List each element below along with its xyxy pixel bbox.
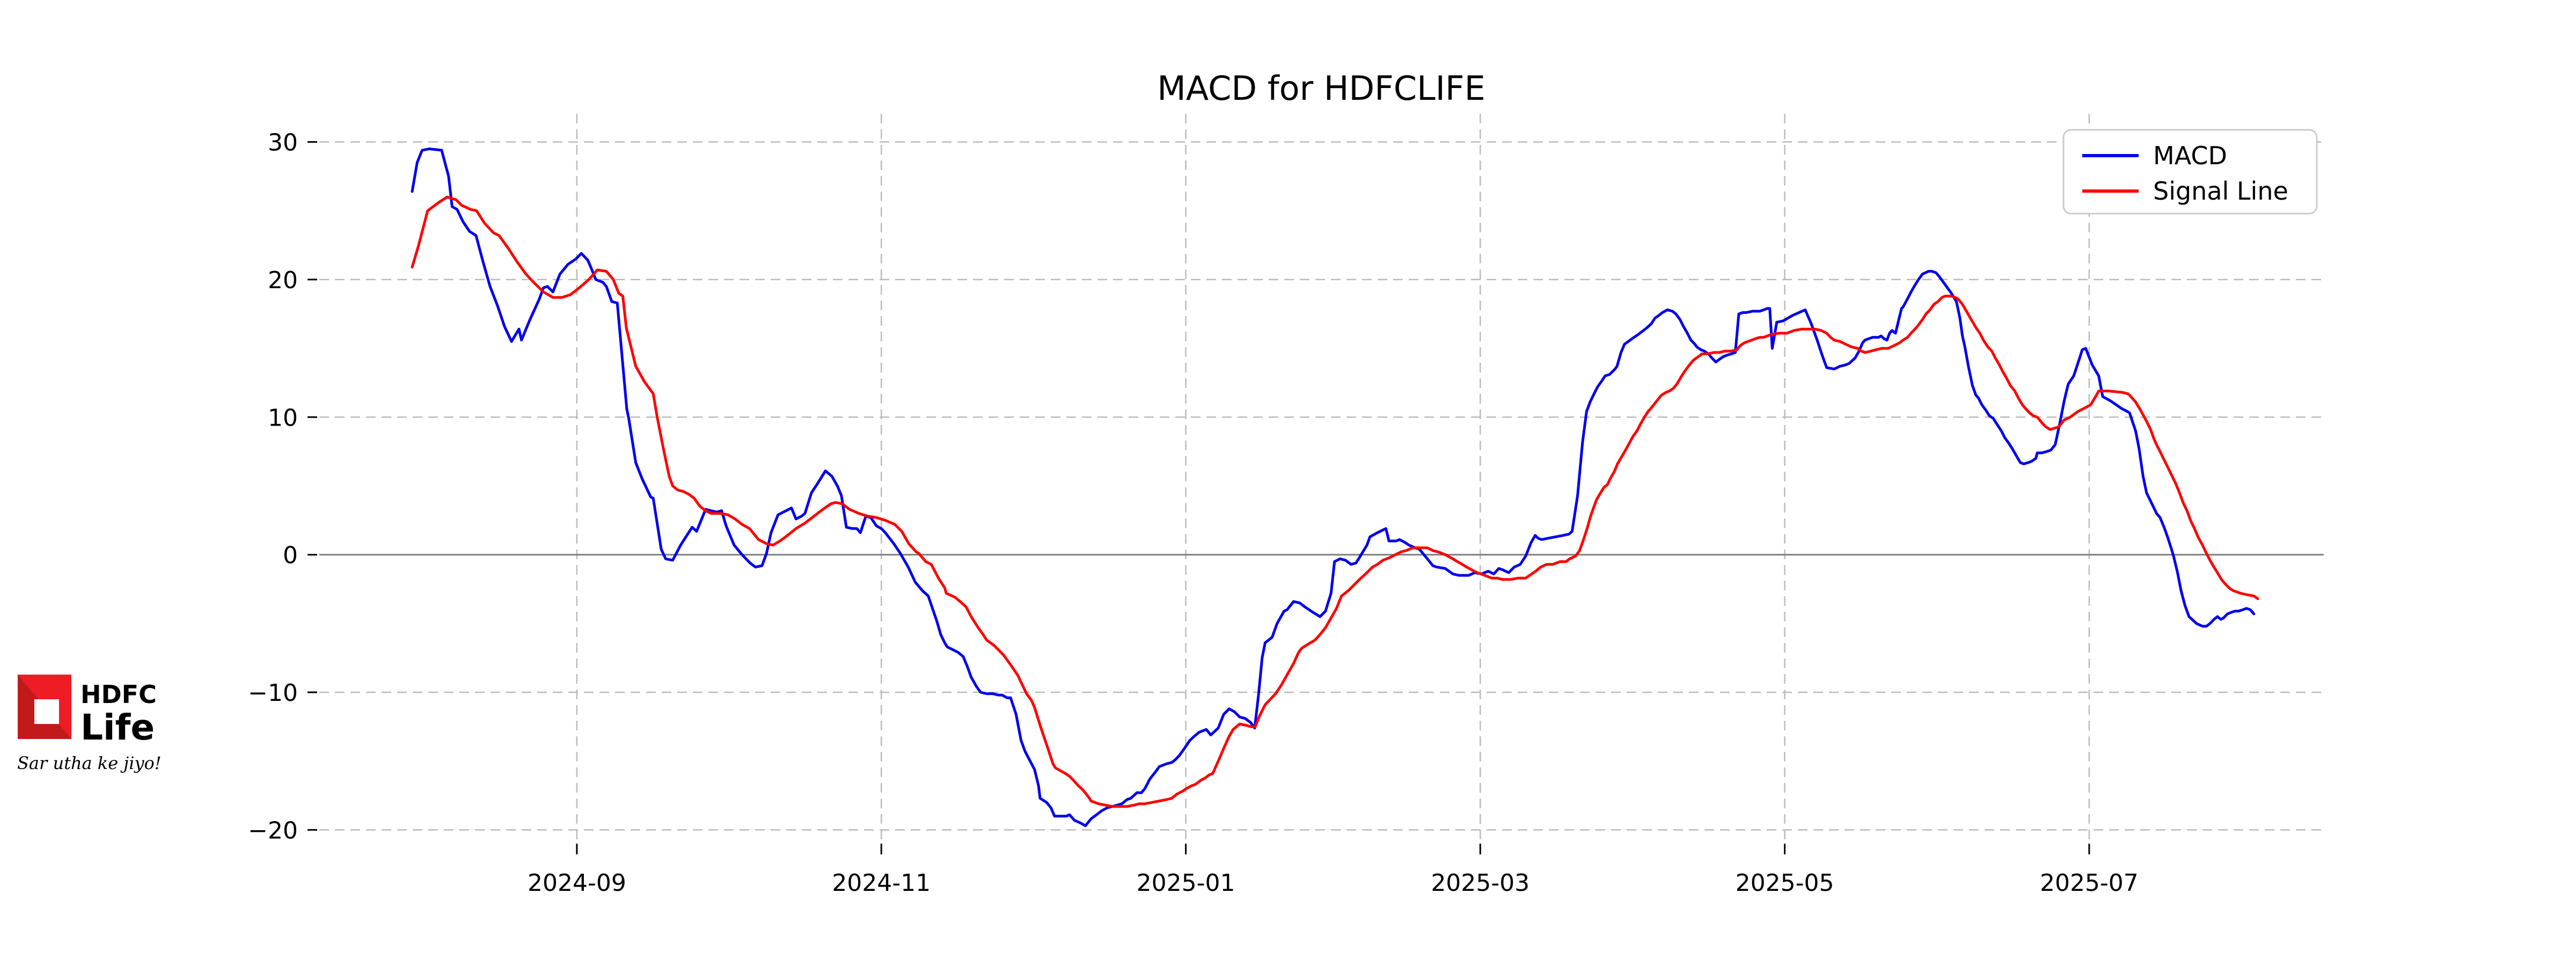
x-tick-label: 2025-03: [1431, 869, 1529, 897]
axis-tick-labels: 2024-09 2024-11 2025-01 2025-03 2025-05 2025-…: [248, 129, 2139, 897]
x-tick-label: 2025-07: [2040, 869, 2139, 897]
hdfc-life-logo: HDFC Life Sar utha ke jiyo!: [17, 675, 162, 773]
legend: MACD Signal Line: [2062, 129, 2318, 215]
y-tick-label: 30: [268, 129, 298, 157]
logo-life-text: Life: [80, 707, 155, 748]
chart-title: MACD for HDFCLIFE: [1157, 69, 1485, 108]
legend-macd-label: MACD: [2153, 141, 2227, 170]
y-tick-label: −10: [248, 679, 298, 707]
x-tick-label: 2025-01: [1137, 869, 1235, 897]
logo-tagline-text: Sar utha ke jiyo!: [17, 753, 162, 773]
gridlines: [319, 114, 2324, 844]
y-tick-label: 0: [283, 542, 298, 569]
y-tick-label: −20: [248, 817, 298, 844]
y-tick-label: 10: [268, 404, 298, 431]
x-tick-label: 2024-09: [528, 869, 626, 897]
signal-line: [411, 195, 2259, 808]
macd-line: [411, 147, 2256, 828]
legend-signal-label: Signal Line: [2153, 177, 2288, 206]
x-tick-label: 2024-11: [832, 869, 931, 897]
logo-inner-square: [34, 699, 59, 724]
y-tick-label: 20: [268, 267, 298, 294]
logo-hdfc-text: HDFC: [80, 680, 157, 709]
tick-marks: [308, 141, 2090, 854]
x-tick-label: 2025-05: [1736, 869, 1834, 897]
